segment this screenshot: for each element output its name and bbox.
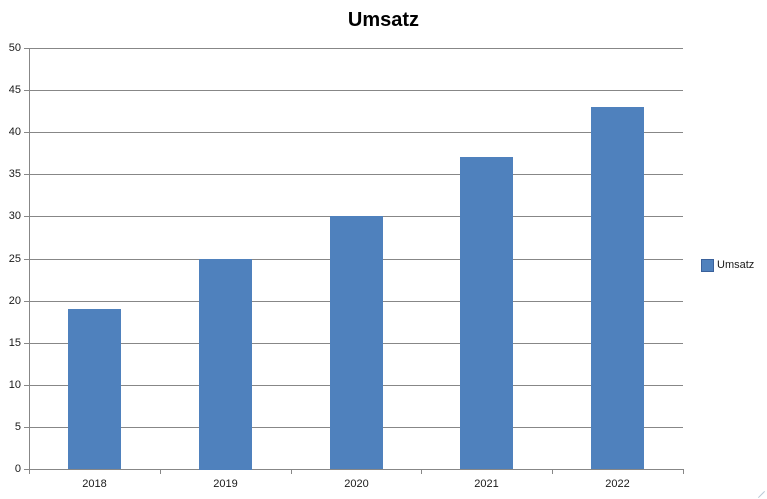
x-tick [421,469,422,474]
legend-label: Umsatz [717,259,755,271]
x-tick [160,469,161,474]
y-axis-line [29,48,30,474]
gridline [29,90,683,92]
y-tick [24,132,29,134]
x-axis-label: 2020 [344,478,369,490]
y-tick [24,384,29,386]
y-axis-label: 10 [8,378,21,391]
x-axis-label: 2021 [474,478,499,490]
y-axis-label: 20 [8,294,21,307]
y-axis-label: 5 [14,420,21,433]
y-tick [24,216,29,218]
y-axis-label: 30 [8,210,21,223]
gridline [29,48,683,49]
y-tick [24,426,29,428]
legend: Umsatz [701,258,754,272]
gridline [29,174,683,176]
x-tick [683,469,684,474]
x-tick [29,469,30,474]
y-axis-label: 15 [8,336,21,349]
x-axis-label: 2018 [82,478,107,490]
legend-swatch-icon [701,258,714,272]
y-tick [24,174,29,176]
bar-2020 [330,216,383,469]
y-tick [24,469,29,470]
bar-2022 [591,107,644,469]
y-axis-label: 25 [8,252,21,265]
chart-title: Umsatz [347,9,420,31]
y-tick [24,300,29,302]
y-axis-label: 0 [14,463,21,475]
y-axis-label: 50 [8,42,21,54]
bar-2019 [199,259,252,470]
y-axis-label: 45 [8,84,21,97]
y-axis-label: 40 [8,126,21,139]
x-tick [552,469,553,474]
x-axis-label: 2019 [213,478,238,490]
y-tick [24,90,29,92]
gridline [29,469,683,470]
x-axis-label: 2022 [605,478,630,490]
bar-2018 [68,309,121,469]
resize-grip [757,490,766,499]
y-axis-label: 35 [8,168,21,181]
y-tick [24,48,29,49]
y-tick [24,342,29,344]
y-tick [24,258,29,260]
bar-2021 [460,157,513,469]
gridline [29,132,683,134]
x-tick [291,469,292,474]
